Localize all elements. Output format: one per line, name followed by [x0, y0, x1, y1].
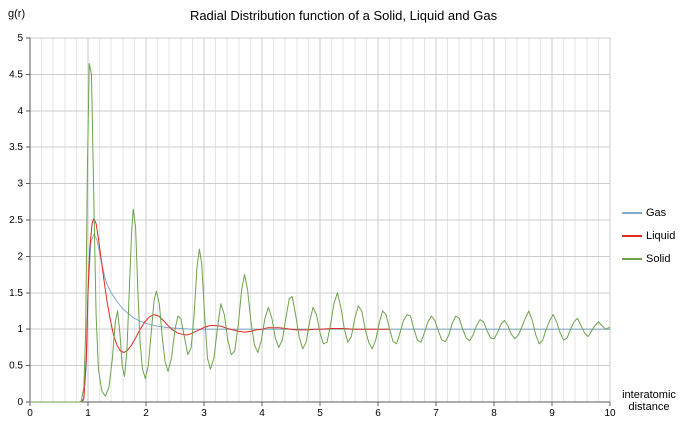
svg-text:0.5: 0.5 — [9, 361, 23, 372]
y-axis-title: g(r) — [8, 8, 26, 20]
gas-line-swatch — [622, 211, 642, 214]
legend-item-solid: Solid — [622, 247, 675, 270]
svg-text:9: 9 — [549, 408, 555, 419]
svg-text:5: 5 — [317, 408, 323, 419]
svg-text:5: 5 — [17, 33, 23, 44]
axes — [26, 37, 611, 406]
svg-text:4: 4 — [259, 408, 265, 419]
svg-text:2.5: 2.5 — [9, 215, 23, 226]
svg-text:8: 8 — [491, 408, 497, 419]
svg-text:0: 0 — [17, 397, 23, 408]
svg-text:1: 1 — [17, 324, 23, 335]
svg-text:2: 2 — [17, 251, 23, 262]
x-axis-title-line2: distance — [628, 401, 670, 413]
svg-text:0: 0 — [27, 408, 33, 419]
svg-text:3.5: 3.5 — [9, 142, 23, 153]
y-tick-labels: 0 0.5 1 1.5 2 2.5 3 3.5 4 4.5 5 — [9, 33, 23, 408]
svg-text:3: 3 — [201, 408, 207, 419]
x-tick-labels: 0 1 2 3 4 5 6 7 8 9 10 — [27, 408, 616, 419]
svg-text:2: 2 — [143, 408, 149, 419]
major-gridlines — [30, 37, 611, 402]
solid-line-swatch — [622, 257, 642, 260]
legend-item-gas: Gas — [622, 201, 675, 224]
svg-text:4.5: 4.5 — [9, 69, 23, 80]
legend-label-solid: Solid — [646, 252, 671, 265]
x-axis-title-line1: interatomic — [622, 389, 676, 401]
legend: Gas Liquid Solid — [622, 201, 675, 270]
svg-text:1.5: 1.5 — [9, 288, 23, 299]
liquid-line-swatch — [622, 234, 642, 237]
svg-text:4: 4 — [17, 106, 23, 117]
legend-item-liquid: Liquid — [622, 224, 675, 247]
chart-title: Radial Distribution function of a Solid,… — [189, 8, 498, 23]
svg-text:10: 10 — [604, 408, 616, 419]
legend-label-gas: Gas — [646, 206, 667, 219]
svg-text:3: 3 — [17, 179, 23, 190]
svg-text:1: 1 — [85, 408, 91, 419]
svg-text:7: 7 — [433, 408, 439, 419]
svg-text:6: 6 — [375, 408, 381, 419]
x-axis-title: interatomic distance — [614, 389, 684, 413]
series-line-solid — [29, 63, 611, 403]
legend-label-liquid: Liquid — [646, 229, 676, 242]
